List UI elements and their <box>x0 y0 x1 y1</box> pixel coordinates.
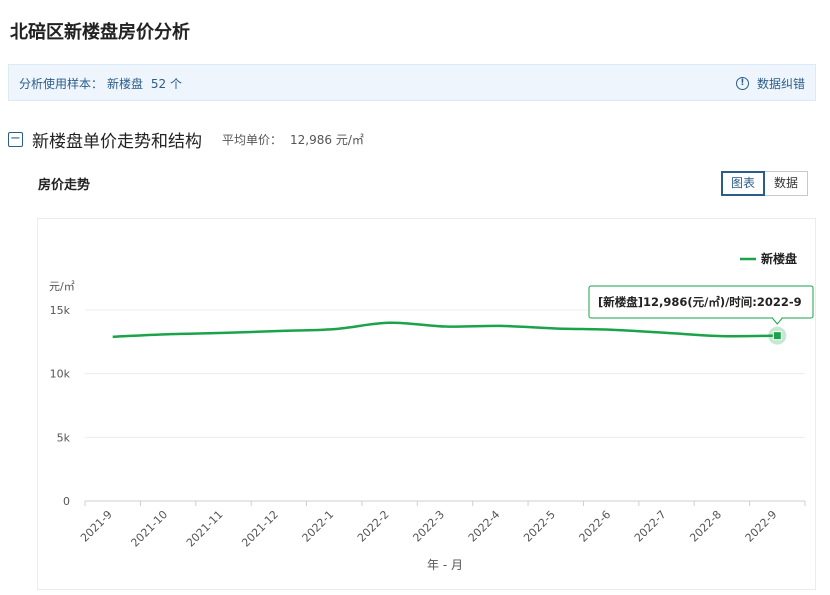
tab-chart[interactable]: 图表 <box>721 171 766 196</box>
sample-count: 52 个 <box>150 77 182 91</box>
series-line <box>112 321 778 338</box>
data-correction-label: 数据纠错 <box>756 77 805 91</box>
tooltip-box <box>588 285 814 319</box>
sample-info-text: 分析使用样本： 新楼盘 52 个 <box>19 75 186 92</box>
tooltip-pointer <box>771 317 784 325</box>
x-tick-label: 2022-3 <box>410 508 447 545</box>
x-tick-label: 2022-2 <box>355 508 392 545</box>
x-tick-label: 2022-6 <box>577 508 614 545</box>
avg-price-label: 平均单价： <box>222 133 283 147</box>
section-header: − 新楼盘单价走势和结构 平均单价： 12,986 元/㎡ <box>8 127 364 152</box>
x-tick-label: 2021-9 <box>78 508 115 545</box>
avg-price-value: 12,986 元/㎡ <box>290 133 364 147</box>
y-tick-label: 5k <box>57 431 71 444</box>
data-point-marker <box>772 331 782 341</box>
y-axis-label: 元/㎡ <box>49 280 75 293</box>
sample-info-bar: 分析使用样本： 新楼盘 52 个 ! 数据纠错 <box>8 64 816 101</box>
x-tick-label: 2022-9 <box>743 508 780 545</box>
y-tick-label: 15k <box>50 304 71 317</box>
sample-label: 分析使用样本： <box>19 77 104 91</box>
page-title: 北碚区新楼盘房价分析 <box>10 22 190 43</box>
y-tick-label: 10k <box>50 368 71 381</box>
chart-panel-title: 房价走势 <box>38 178 91 193</box>
collapse-icon[interactable]: − <box>8 132 23 147</box>
x-axis-label: 年 - 月 <box>427 558 463 572</box>
y-tick-label: 0 <box>63 495 70 508</box>
x-tick-label: 2022-7 <box>632 508 669 545</box>
x-tick-label: 2021-10 <box>129 508 171 550</box>
legend-label: 新楼盘 <box>761 251 797 266</box>
info-icon: ! <box>735 77 749 90</box>
data-correction-link[interactable]: ! 数据纠错 <box>735 75 805 92</box>
tooltip-text: [新楼盘]12,986(元/㎡)/时间:2022-9 <box>598 295 802 309</box>
x-tick-label: 2021-11 <box>184 508 226 550</box>
section-title: 新楼盘单价走势和结构 <box>32 132 202 152</box>
x-tick-label: 2022-8 <box>687 508 724 545</box>
x-tick-label: 2022-4 <box>466 508 503 545</box>
view-tabs: 图表 数据 <box>721 171 809 196</box>
price-trend-chart: 0 5k 10k 15k 元/㎡ 2021-9 2021-10 2021-11 2021-12 2… <box>49 251 814 572</box>
x-tick-label: 2022-5 <box>521 508 558 545</box>
chart-container: 0 5k 10k 15k 元/㎡ 2021-9 2021-10 2021-11 2021-12 2… <box>37 218 816 590</box>
sample-type: 新楼盘 <box>107 77 144 91</box>
tab-data[interactable]: 数据 <box>765 171 809 196</box>
x-tick-label: 2021-12 <box>239 508 281 550</box>
x-tick-label: 2022-1 <box>300 508 337 545</box>
